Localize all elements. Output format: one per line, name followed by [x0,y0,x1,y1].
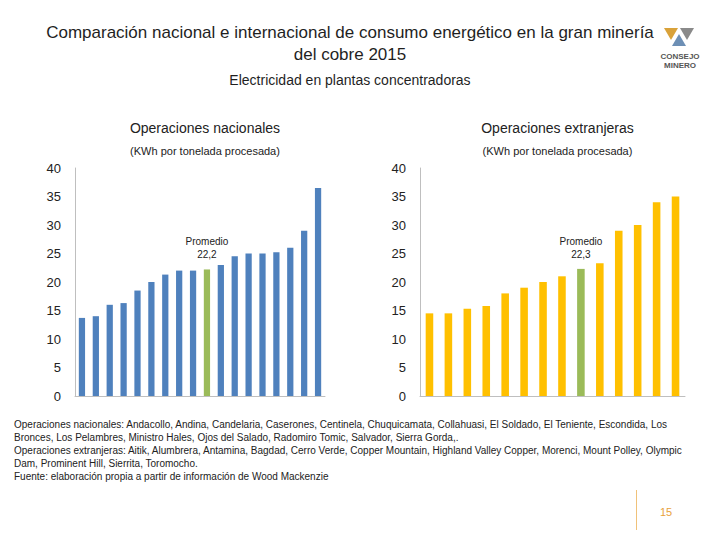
svg-text:(KWh por tonelada procesada): (KWh por tonelada procesada) [130,145,280,157]
svg-text:35: 35 [47,189,61,204]
svg-text:Operaciones nacionales: Operaciones nacionales [130,120,280,136]
html-text:Comparación nacional e interna: Comparación nacional e internacional de … [46,23,654,64]
svg-text:25: 25 [392,246,406,261]
svg-text:40: 40 [392,161,406,176]
svg-text:35: 35 [392,189,406,204]
svg-text:30: 30 [392,218,406,233]
svg-text:40: 40 [47,161,61,176]
svg-text:30: 30 [47,218,61,233]
html-text:CONSEJO: CONSEJO [660,52,700,61]
svg-text:Promedio: Promedio [186,236,229,247]
svg-text:5: 5 [399,360,406,375]
svg-text:15: 15 [392,303,406,318]
html-text:Electricidad en plantas concen: Electricidad en plantas concentradoras [229,72,471,88]
svg-text:20: 20 [392,275,406,290]
html-text:Fuente: elaboración propia a p: Fuente: elaboración propia a partir de i… [14,471,329,482]
html-text:Operaciones nacionales: Andaco: Operaciones nacionales: Andacollo, Andin… [14,419,667,443]
svg-text:15: 15 [47,303,61,318]
svg-text:10: 10 [392,332,406,347]
svg-text:22,3: 22,3 [571,249,591,260]
svg-text:(KWh por tonelada procesada): (KWh por tonelada procesada) [483,145,633,157]
svg-text:5: 5 [54,360,61,375]
svg-text:25: 25 [47,246,61,261]
svg-text:Promedio: Promedio [559,236,602,247]
svg-text:20: 20 [47,275,61,290]
svg-text:Operaciones extranjeras: Operaciones extranjeras [481,120,634,136]
svg-text:0: 0 [54,389,61,404]
html-text:Operaciones extranjeras: Aitik: Operaciones extranjeras: Aitik, Alumbrer… [14,445,682,469]
html-text:15: 15 [660,506,673,518]
svg-text:22,2: 22,2 [197,249,217,260]
svg-text:10: 10 [47,332,61,347]
svg-text:0: 0 [399,389,406,404]
html-text:MINERO: MINERO [664,61,696,70]
